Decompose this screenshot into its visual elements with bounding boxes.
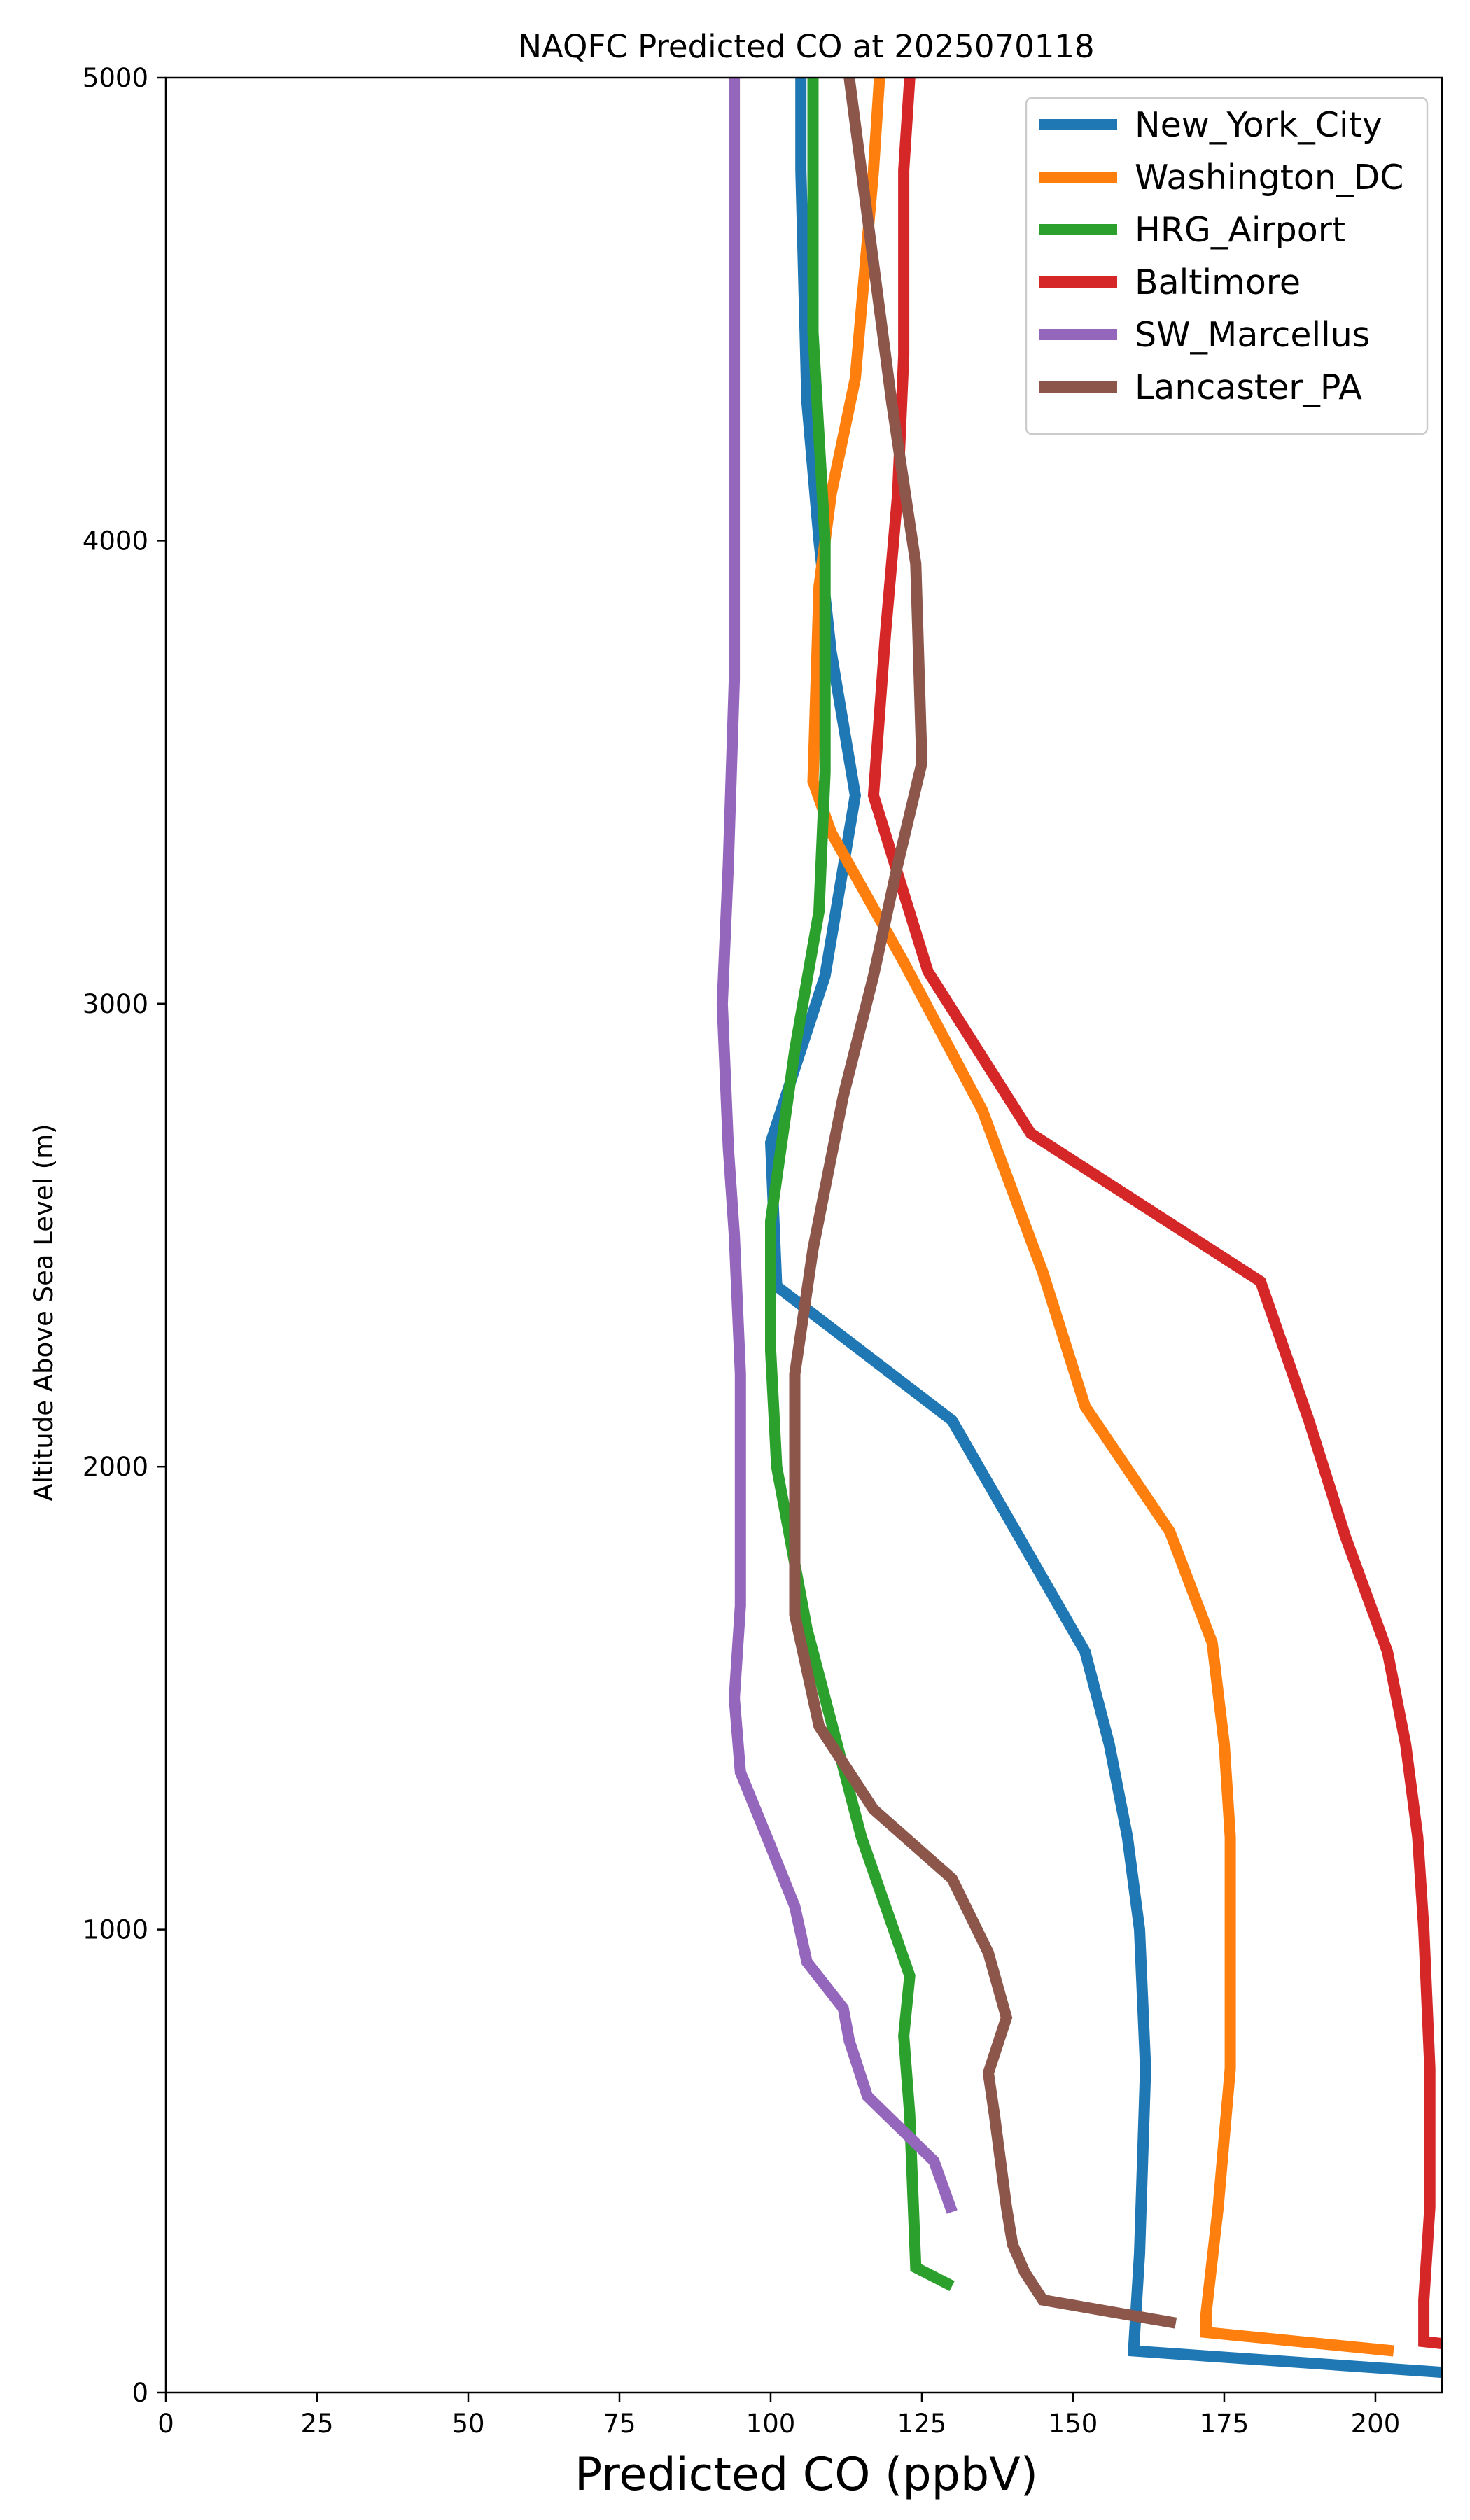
series-layer [716,78,1442,2379]
series-line-hrg-airport [765,78,955,2292]
x-axis-label: Predicted CO (ppbV) [575,2449,1038,2501]
legend: New_York_City Washington_DC HRG_Airport Bal… [1025,97,1429,435]
y-axis-label: Altitude Above Sea Level (m) [29,1124,59,1501]
y-tick-label: 0 [132,2378,148,2408]
series-line-baltimore [867,78,1442,2350]
x-tick-label: 100 [746,2409,796,2439]
legend-label: Washington_DC [1135,158,1404,197]
y-tick-label: 3000 [83,989,148,1019]
series-line-lancaster-pa [789,78,1177,2329]
x-tick-label: 50 [451,2409,484,2439]
x-tick-label: 200 [1351,2409,1401,2439]
x-tick-label: 175 [1200,2409,1250,2439]
chart-title: NAQFC Predicted CO at 2025070118 [518,28,1094,65]
x-tick-label: 75 [603,2409,636,2439]
x-tick-label: 0 [158,2409,174,2439]
plot-frame [164,76,1443,2394]
legend-label: SW_Marcellus [1135,315,1370,355]
legend-box [1025,97,1429,435]
axes-layer: 0 25 50 75 100 125 150 175 200010002000300040005… [83,63,1443,2439]
series-line-new-york-city [764,78,1442,2379]
series-line-sw-marcellus [716,78,958,2214]
x-tick-label: 150 [1049,2409,1098,2439]
x-tick-label: 25 [300,2409,333,2439]
legend-label: HRG_Airport [1135,210,1345,250]
x-tick-label: 125 [897,2409,947,2439]
y-tick-label: 5000 [83,63,148,93]
legend-label: Baltimore [1135,262,1301,302]
y-tick-label: 1000 [83,1915,148,1945]
y-tick-label: 2000 [83,1452,148,1482]
legend-label: Lancaster_PA [1135,368,1362,407]
legend-label: New_York_City [1135,105,1382,145]
y-tick-label: 4000 [83,526,148,556]
